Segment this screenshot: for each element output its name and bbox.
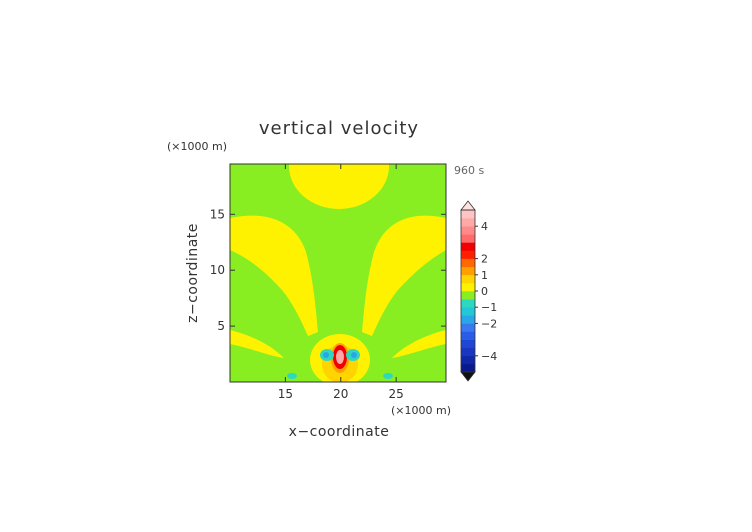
colorbar-tick-label: 0 [481,285,488,298]
colorbar-tick-label: 2 [481,253,488,266]
updraft-cap-top [289,164,389,209]
colorbar-tick-label: −1 [481,301,497,314]
colorbar-segment [461,258,475,267]
colorbar-segment [461,250,475,259]
colorbar-overflow-low [460,371,476,382]
x-unit-label: (×1000 m) [391,404,451,417]
updraft-lobe-lower-right [392,330,446,358]
colorbar-segment [461,226,475,235]
colorbar-segment [461,355,475,365]
colorbar-segment [461,307,475,316]
downdraft-left-inner [323,352,329,358]
y-unit-label: (×1000 m) [167,140,227,153]
downdraft-bottom-left [287,373,297,379]
colorbar: 4 2 1 0 −1 −2 −4 [460,200,497,382]
updraft-lobe-right [362,215,446,336]
y-axis-ticks: 5 10 15 [210,207,446,333]
x-axis-label: x−coordinate [289,424,390,440]
colorbar-segment [461,282,475,292]
colorbar-tick-label: 1 [481,269,488,282]
colorbar-tick-label: 4 [481,220,488,233]
y-tick-label: 10 [210,263,225,277]
colorbar-segment [461,266,475,276]
y-axis-label: z−coordinate [185,223,201,323]
plot-frame [229,163,447,383]
updraft-lobe-left [230,215,318,336]
colorbar-segment [461,291,475,300]
colorbar-segment [461,331,475,340]
contour-plot-area [230,164,446,382]
x-tick-label: 20 [333,387,348,401]
colorbar-segment [461,242,475,251]
x-tick-label: 15 [278,387,293,401]
colorbar-segment [461,363,475,373]
y-tick-label: 15 [210,207,225,221]
updraft-core-pink [336,350,344,364]
updraft-lobe-lower-left [230,330,284,358]
colorbar-segment [461,210,475,219]
colorbar-tick-label: −2 [481,317,497,330]
y-tick-label: 5 [217,319,225,333]
downdraft-bottom-right [383,373,393,379]
colorbar-segment [461,339,475,348]
colorbar-segment [461,234,475,243]
x-tick-label: 25 [389,387,404,401]
colorbar-segment [461,323,475,332]
x-axis-ticks: 15 20 25 [278,164,404,401]
colorbar-segment [461,299,475,308]
downdraft-right-inner [351,352,357,358]
colorbar-segment [461,274,475,284]
chart-title: vertical velocity [259,118,419,139]
colorbar-segment [461,315,475,324]
colorbar-segment [461,218,475,227]
colorbar-overflow-high [460,200,476,211]
colorbar-segment [461,347,475,357]
colorbar-tick-label: −4 [481,350,497,363]
time-label: 960 s [454,164,484,177]
